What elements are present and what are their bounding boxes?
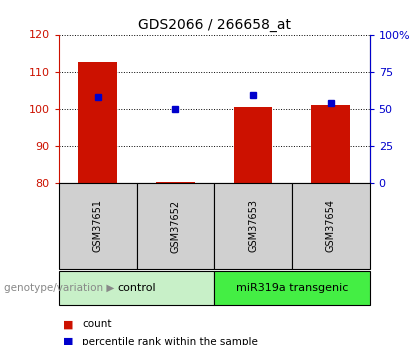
Bar bbox=[311, 105, 350, 183]
Text: control: control bbox=[117, 283, 156, 293]
Text: GSM37651: GSM37651 bbox=[93, 199, 102, 253]
Bar bbox=[156, 182, 195, 183]
Title: GDS2066 / 266658_at: GDS2066 / 266658_at bbox=[138, 18, 291, 32]
Text: ■: ■ bbox=[63, 319, 74, 329]
Text: count: count bbox=[82, 319, 111, 329]
Text: percentile rank within the sample: percentile rank within the sample bbox=[82, 337, 258, 345]
Text: genotype/variation ▶: genotype/variation ▶ bbox=[4, 283, 115, 293]
Bar bbox=[234, 107, 273, 183]
Text: ■: ■ bbox=[63, 337, 74, 345]
Text: miR319a transgenic: miR319a transgenic bbox=[236, 283, 348, 293]
Bar bbox=[78, 62, 117, 183]
Text: GSM37652: GSM37652 bbox=[171, 199, 180, 253]
Text: GSM37654: GSM37654 bbox=[326, 199, 336, 253]
Text: GSM37653: GSM37653 bbox=[248, 199, 258, 253]
